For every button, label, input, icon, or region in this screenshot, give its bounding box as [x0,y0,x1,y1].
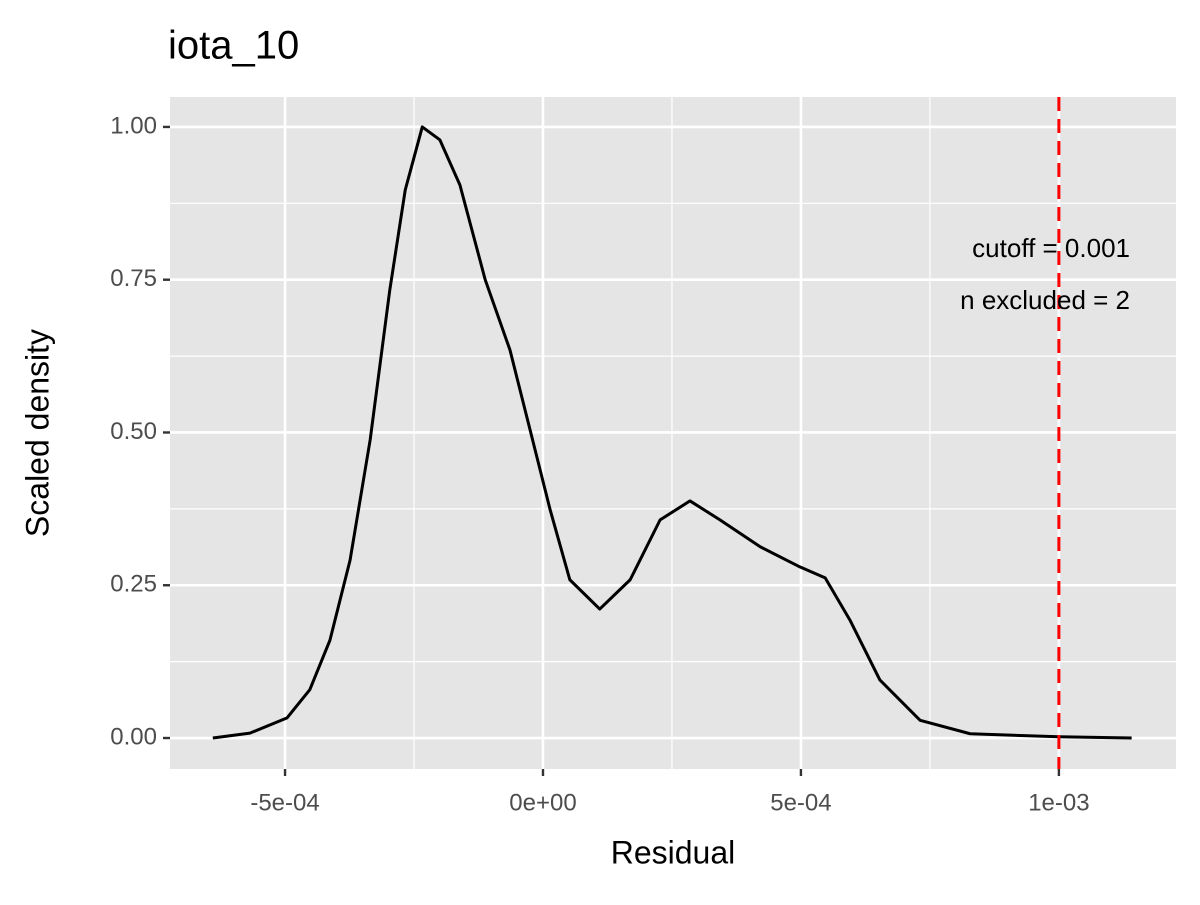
x-tick-label: -5e-04 [250,789,319,816]
annotation: cutoff = 0.001 [972,233,1130,263]
y-tick-label: 0.00 [110,723,157,750]
y-tick-label: 0.25 [110,571,157,598]
y-tick-label: 0.50 [110,418,157,445]
y-tick-label: 0.75 [110,265,157,292]
y-axis-title: Scaled density [19,329,55,537]
chart-title: iota_10 [168,24,299,68]
x-tick-label: 0e+00 [509,789,576,816]
density-line [212,125,1132,740]
y-tick-label: 1.00 [110,112,157,139]
x-tick-label: 5e-04 [770,789,831,816]
x-axis-title: Residual [611,834,736,870]
annotation: n excluded = 2 [960,285,1130,315]
x-tick-label: 1e-03 [1028,789,1089,816]
